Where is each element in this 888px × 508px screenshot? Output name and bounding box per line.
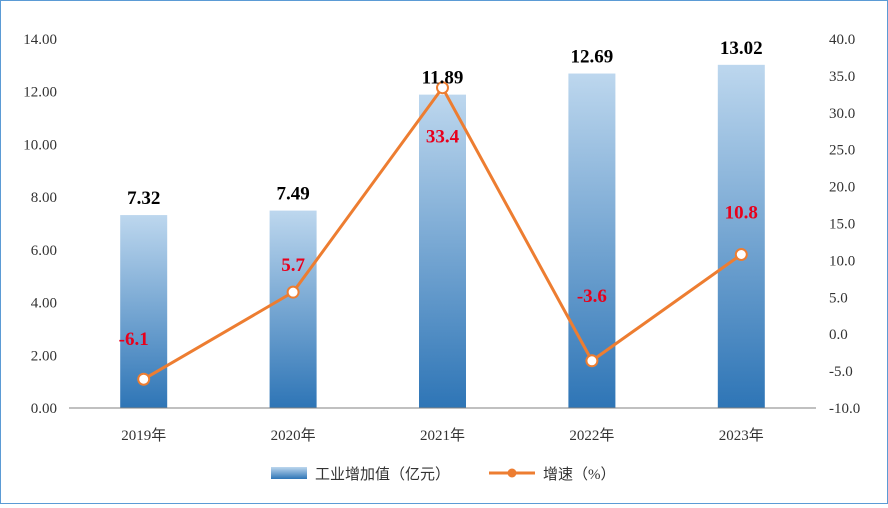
x-axis-tick-label: 2022年 [569,427,614,444]
bar-series [120,64,765,408]
right-axis-tick-label: -5.0 [829,364,853,380]
right-axis: -10.0 -5.0 0.0 5.0 10.0 15.0 20.0 25.0 30.0 35.0 4… [829,32,860,417]
growth-value-label: 33.4 [426,127,460,148]
bar-value-label: 7.49 [276,184,309,205]
growth-value-label: 10.8 [725,202,758,223]
bar-2021年 [419,94,466,408]
bar-value-label: 7.32 [127,188,160,209]
x-axis-tick-label: 2019年 [121,427,166,444]
right-axis-tick-label: -10.0 [829,401,860,417]
bar-2022年 [568,73,616,408]
left-axis-tick-label: 14.00 [23,32,57,48]
x-axis: 2019年 2020年 2021年 2022年 2023年 [69,407,816,444]
left-axis-tick-label: 2.00 [31,348,57,364]
legend-bar-swatch [271,467,307,479]
bar-value-label: 11.89 [422,68,464,89]
left-axis-tick-label: 4.00 [31,296,57,312]
right-axis-tick-label: 30.0 [829,106,855,122]
left-axis-tick-label: 8.00 [31,190,57,206]
legend-bar-label: 工业增加值（亿元） [315,466,450,483]
data-labels: 7.32 7.49 11.89 12.69 13.02 -6.1 5.7 33.4 -3.6 10… [119,38,763,350]
growth-value-label: -3.6 [577,286,607,307]
legend-line-label: 增速（%） [543,466,616,483]
x-axis-tick-label: 2021年 [420,427,465,444]
right-axis-tick-label: 5.0 [829,290,848,306]
right-axis-tick-label: 15.0 [829,217,855,233]
growth-point-2023年 [734,247,748,261]
right-axis-tick-label: 40.0 [829,32,855,48]
growth-point-2021年 [436,81,449,95]
left-axis-tick-label: 12.00 [23,85,57,101]
growth-point-2019年 [137,372,151,386]
right-axis-tick-label: 10.0 [829,253,855,269]
right-axis-tick-label: 25.0 [829,143,855,159]
x-axis-tick-label: 2020年 [271,427,316,444]
growth-point-2020年 [286,285,300,299]
left-axis-tick-label: 10.00 [23,137,57,153]
line-series [137,81,748,386]
growth-point-2022年 [585,354,599,368]
legend: 工业增加值（亿元） 增速（%） [271,466,616,483]
left-axis-tick-label: 6.00 [31,243,57,259]
bar-value-label: 12.69 [571,47,614,68]
x-axis-tick-label: 2023年 [719,427,764,444]
right-axis-tick-label: 20.0 [829,180,855,196]
right-axis-tick-label: 35.0 [829,69,855,85]
left-axis-tick-label: 0.00 [31,401,57,417]
bar-2023年 [717,64,765,408]
legend-line-marker [507,468,517,478]
growth-value-label: 5.7 [281,255,305,276]
bar-value-label: 13.02 [720,38,763,59]
right-axis-tick-label: 0.0 [829,327,848,343]
growth-value-label: -6.1 [119,329,149,350]
bar-2020年 [269,210,317,408]
left-axis: 0.00 2.00 4.00 6.00 8.00 10.00 12.00 14.00 [23,32,57,417]
